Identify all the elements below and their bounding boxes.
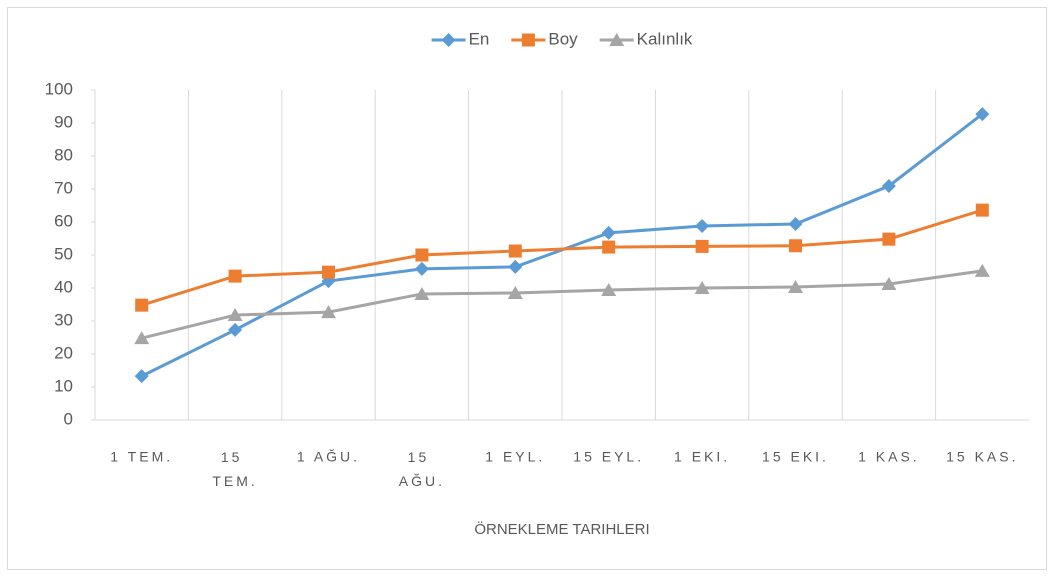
x-tick-label: 1 AĞU. bbox=[297, 449, 360, 465]
marker bbox=[321, 305, 336, 319]
y-tick-label: 0 bbox=[64, 409, 73, 428]
x-tick-label: 15 EYL. bbox=[573, 449, 644, 465]
y-tick-label: 40 bbox=[54, 277, 73, 296]
marker bbox=[134, 369, 149, 384]
marker bbox=[602, 240, 616, 254]
x-tick-label: 1 KAS. bbox=[858, 449, 920, 465]
x-tick-label: 1 TEM. bbox=[110, 449, 173, 465]
legend-label: Boy bbox=[548, 29, 578, 48]
marker bbox=[507, 285, 523, 299]
marker bbox=[788, 216, 803, 231]
legend-marker bbox=[441, 33, 456, 47]
legend-label: En bbox=[469, 29, 490, 48]
x-tick-label-line: 15 bbox=[221, 449, 249, 465]
marker bbox=[695, 218, 710, 233]
marker bbox=[414, 286, 430, 300]
marker bbox=[134, 331, 150, 345]
marker bbox=[414, 261, 429, 276]
x-tick-label-line: 15 bbox=[408, 449, 436, 465]
marker bbox=[228, 269, 242, 283]
x-tick-label-line: TEM. bbox=[212, 473, 257, 489]
y-tick-label: 10 bbox=[54, 376, 73, 395]
legend-marker bbox=[521, 33, 535, 47]
marker bbox=[508, 244, 522, 258]
marker bbox=[135, 298, 149, 312]
marker bbox=[228, 322, 243, 337]
y-tick-label: 80 bbox=[54, 145, 73, 164]
marker bbox=[975, 203, 989, 217]
x-tick-label: 15 TEM. bbox=[212, 449, 257, 489]
marker bbox=[601, 225, 616, 240]
marker bbox=[788, 280, 803, 294]
y-tick-label: 100 bbox=[45, 79, 73, 98]
x-tick-label-line: AĞU. bbox=[399, 473, 445, 489]
x-tick-label: 15 AĞU. bbox=[399, 449, 445, 489]
marker bbox=[695, 239, 709, 253]
marker bbox=[882, 232, 896, 246]
marker bbox=[881, 179, 896, 194]
marker bbox=[694, 281, 710, 294]
marker bbox=[322, 265, 335, 279]
x-tick-label: 15 KAS. bbox=[946, 449, 1018, 465]
legend-marker bbox=[609, 33, 625, 46]
marker bbox=[974, 263, 990, 277]
y-tick-label: 20 bbox=[54, 343, 73, 362]
legend-label: Kalınlık bbox=[637, 29, 693, 48]
y-tick-label: 30 bbox=[54, 310, 73, 329]
chart-border bbox=[7, 7, 1047, 570]
x-axis-title: ÖRNEKLEME TARIHLERI bbox=[474, 520, 649, 538]
marker bbox=[789, 239, 802, 253]
marker bbox=[601, 282, 617, 296]
x-tick-label: 1 EKI. bbox=[674, 449, 730, 465]
marker bbox=[227, 308, 243, 322]
marker bbox=[415, 248, 429, 262]
series-line bbox=[141, 208, 983, 307]
marker bbox=[508, 259, 523, 274]
legend: En Boy Kalınlık bbox=[431, 29, 693, 48]
x-tick-label: 1 EYL. bbox=[485, 449, 545, 465]
y-tick-label: 50 bbox=[54, 244, 73, 263]
marker bbox=[881, 277, 897, 291]
y-tick-label: 90 bbox=[54, 112, 73, 131]
marker bbox=[975, 107, 990, 122]
y-tick-label: 60 bbox=[54, 211, 73, 230]
x-tick-label: 15 EKI. bbox=[762, 449, 829, 465]
series-line bbox=[141, 269, 983, 340]
y-tick-label: 70 bbox=[54, 178, 73, 197]
